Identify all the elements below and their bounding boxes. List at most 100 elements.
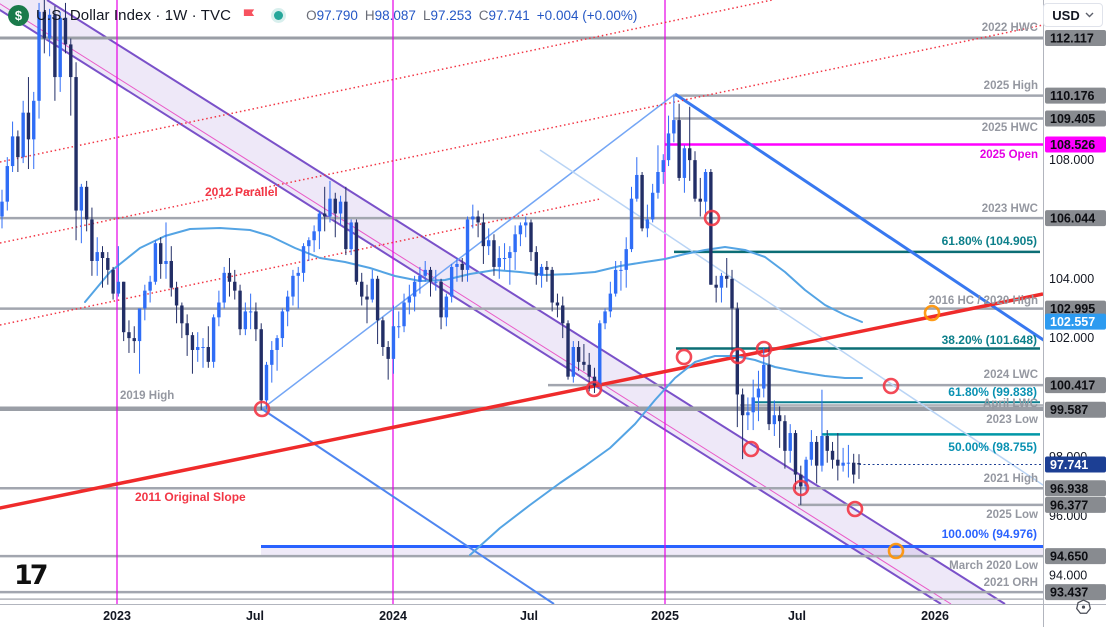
- red-signal-circle-marker[interactable]: [703, 209, 721, 227]
- red-signal-circle-marker[interactable]: [755, 340, 773, 358]
- chart-annotation-label: 100.00% (94.976): [942, 527, 1037, 541]
- candle-body: [793, 433, 798, 475]
- channel-fill: [0, 0, 1005, 604]
- price-axis-badge[interactable]: [1045, 480, 1106, 497]
- price-axis-badge-value: 96.377: [1050, 498, 1088, 512]
- candle-body: [693, 160, 697, 199]
- price-axis-badge[interactable]: [1045, 584, 1106, 601]
- price-axis-tick[interactable]: 104.000: [1049, 272, 1094, 286]
- price-axis-badge[interactable]: [1045, 210, 1106, 227]
- candle-body: [79, 186, 84, 211]
- candle-body: [561, 305, 565, 324]
- candle-body: [328, 198, 332, 217]
- price-axis-tick[interactable]: 102.000: [1049, 331, 1094, 345]
- candle-body: [529, 222, 533, 253]
- candle-body: [121, 281, 126, 333]
- candle-body: [5, 166, 9, 202]
- candle-body: [476, 216, 480, 223]
- candle-body: [857, 462, 861, 465]
- chart-annotation-label: 2023 Low: [986, 414, 1038, 426]
- chart-annotation-label: March 2020 Low: [949, 560, 1038, 572]
- candle-body: [518, 225, 523, 235]
- red-signal-circle-marker[interactable]: [742, 440, 760, 458]
- candle-body: [111, 269, 115, 294]
- candle-body: [571, 347, 576, 377]
- candle-body: [428, 269, 433, 282]
- plot-area[interactable]: 2012 Parallel 2011 Original Slope 2019 Hig…: [0, 0, 1046, 604]
- red-signal-circle-marker[interactable]: [585, 380, 603, 398]
- time-axis-tick[interactable]: 2023: [103, 609, 131, 623]
- channel-inner-pink-line: [0, 3, 952, 604]
- price-axis-badge-value: 93.437: [1050, 586, 1088, 600]
- price-axis-badge-value: 108.526: [1050, 138, 1095, 152]
- candle-body: [21, 112, 25, 158]
- orange-signal-circle-marker[interactable]: [923, 304, 941, 322]
- moving-average-line[interactable]: [469, 355, 863, 556]
- price-axis-badge-value: 99.587: [1050, 403, 1088, 417]
- time-axis-tick[interactable]: 2025: [651, 609, 679, 623]
- price-axis-badge[interactable]: [1045, 496, 1106, 513]
- price-axis-badge[interactable]: [1045, 401, 1106, 418]
- axis-settings-icon[interactable]: [1075, 599, 1092, 621]
- time-axis-tick[interactable]: 2024: [379, 609, 407, 623]
- candle-body: [180, 305, 184, 324]
- red-signal-circle-marker[interactable]: [253, 400, 271, 418]
- chart-annotation-label: 2012 Parallel: [205, 185, 278, 199]
- candle-body: [836, 459, 840, 466]
- symbol-title[interactable]: U.S. Dollar Index · 1W · TVC: [36, 6, 232, 24]
- price-axis-badge-value: 106.044: [1050, 212, 1095, 226]
- red-signal-circle-marker[interactable]: [882, 377, 900, 395]
- candlesticks[interactable]: [0, 0, 861, 505]
- price-axis-badge[interactable]: [1045, 110, 1106, 127]
- dotted-trendline[interactable]: [0, 198, 601, 326]
- candle-body: [481, 222, 486, 247]
- candle-body: [206, 347, 211, 362]
- candle-body: [809, 441, 814, 460]
- candle-body: [830, 450, 835, 460]
- channel-lower-line[interactable]: [0, 0, 942, 604]
- price-axis-badge[interactable]: [1045, 87, 1106, 104]
- candle-body: [613, 269, 618, 294]
- price-axis-tick[interactable]: 94.000: [1049, 568, 1087, 582]
- candle-body: [582, 361, 586, 365]
- red-signal-circle-marker[interactable]: [846, 500, 864, 518]
- price-axis-badge[interactable]: [1045, 300, 1106, 317]
- candle-body: [576, 347, 581, 362]
- trendline[interactable]: [674, 92, 1045, 342]
- tradingview-logo[interactable]: 17: [14, 560, 49, 591]
- time-axis-tick[interactable]: 2026: [921, 609, 949, 623]
- candle-body: [497, 258, 501, 267]
- orange-signal-circle-marker[interactable]: [887, 542, 905, 560]
- moving-average-line[interactable]: [84, 227, 863, 323]
- price-axis-tick[interactable]: 108.000: [1049, 153, 1094, 167]
- fib-extension-band: [261, 546, 1043, 557]
- candle-body: [84, 186, 89, 220]
- red-signal-circle-marker[interactable]: [792, 479, 810, 497]
- red-signal-circle-marker[interactable]: [729, 347, 747, 365]
- price-axis-badge[interactable]: [1045, 456, 1106, 473]
- red-signal-circle-marker[interactable]: [675, 348, 693, 366]
- chart-annotation-label: 2021 ORH: [984, 577, 1038, 589]
- price-axis-badge-value: 97.741: [1050, 458, 1088, 472]
- price-axis-badge[interactable]: [1045, 377, 1106, 394]
- price-axis-badge[interactable]: [1045, 313, 1106, 330]
- price-axis-badge[interactable]: [1045, 548, 1106, 565]
- candle-body: [375, 278, 380, 321]
- trendline[interactable]: [0, 292, 1043, 510]
- time-axis-tick[interactable]: Jul: [520, 609, 538, 623]
- candle-body: [391, 326, 396, 359]
- time-axis-tick[interactable]: Jul: [246, 609, 264, 623]
- currency-selector[interactable]: USD: [1043, 3, 1103, 27]
- candle-body: [365, 296, 369, 300]
- time-axis-tick[interactable]: Jul: [788, 609, 806, 623]
- trendline[interactable]: [539, 149, 1046, 487]
- flag-icon[interactable]: [242, 8, 257, 23]
- dotted-trendline[interactable]: [0, 24, 1043, 244]
- candle-body: [137, 308, 142, 342]
- candle-body: [217, 302, 221, 318]
- price-axis-badge[interactable]: [1045, 30, 1106, 46]
- channel-upper-line[interactable]: [46, 0, 1006, 604]
- price-axis-badge[interactable]: [1045, 136, 1106, 153]
- trendline[interactable]: [261, 408, 555, 604]
